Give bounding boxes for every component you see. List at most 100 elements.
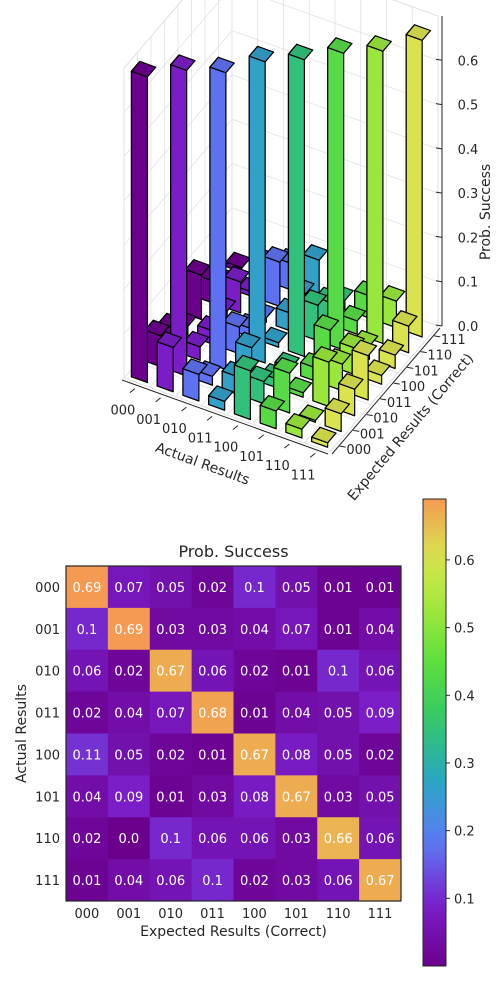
heatmap-y-tick-label: 101: [35, 790, 60, 805]
x-tick: [258, 434, 264, 440]
heatmap-cell: [107, 566, 151, 609]
x-axis-line: [121, 379, 329, 455]
heatmap-cell: [66, 691, 109, 734]
cell-value-label: 0.05: [114, 748, 143, 763]
cell-value-label: 0.01: [366, 581, 395, 596]
cell-value-label: 0.05: [324, 748, 353, 763]
heatmap-cell: [317, 649, 360, 693]
heatmap-cell: [359, 733, 402, 776]
cell-value-label: 0.66: [324, 832, 353, 847]
heatmap-cell: [107, 859, 151, 902]
heatmap-cell: [317, 733, 360, 776]
bar-face: [184, 268, 203, 321]
heatmap-cell: [149, 817, 193, 860]
heatmap-cell: [317, 607, 360, 651]
y-tick: [380, 398, 387, 401]
x-tick-label: 111: [291, 468, 316, 483]
x-tick-label: 001: [136, 413, 161, 428]
bar-face: [130, 70, 149, 384]
bar-face: [222, 311, 249, 328]
bar-face: [248, 55, 266, 364]
cell-value-label: 0.06: [156, 874, 185, 889]
heatmap-cell: [191, 691, 234, 734]
heatmap-cell: [66, 817, 109, 860]
heatmap-cell: [359, 691, 402, 734]
bar-face: [286, 376, 313, 394]
heatmap-cells: 0.69 0.07 0.05 0.02 0.1 0.05 0.01 0.01 0.1 0.69 0.…: [66, 566, 402, 902]
cell-value-label: 0.02: [240, 665, 269, 680]
heatmap-cell: [359, 775, 402, 818]
colorbar-tick-label: 0.2: [454, 825, 475, 840]
bar-010-010: [209, 56, 235, 371]
bar-111-000: [311, 426, 337, 448]
cell-value-label: 0.05: [282, 581, 311, 596]
bar-face: [209, 66, 227, 371]
cell-value-label: 0.06: [366, 832, 395, 847]
x-tick: [284, 443, 290, 449]
y-tick-label: 110: [427, 349, 452, 364]
y-tick-label: 100: [400, 380, 425, 395]
heatmap-x-axis-label: Expected Results (Correct): [140, 924, 327, 940]
z-tick: [435, 58, 443, 61]
cell-value-label: 0.67: [366, 874, 395, 889]
cell-value-label: 0.01: [198, 748, 227, 763]
bar-face: [301, 289, 327, 306]
y-tick-label: 001: [360, 427, 385, 442]
heatmap-cell: [66, 775, 109, 818]
heatmap-y-axis-label: Actual Results: [14, 684, 30, 783]
heatmap-cell: [359, 817, 402, 860]
cell-value-label: 0.04: [114, 874, 143, 889]
heatmap-y-tick-label: 110: [35, 832, 60, 847]
x-tick: [181, 406, 187, 412]
heatmap-y-tick-label: 000: [35, 581, 60, 596]
heatmap-cell: [191, 775, 234, 818]
cell-value-label: 0.01: [72, 874, 101, 889]
cell-value-label: 0.06: [198, 832, 227, 847]
heatmap-cell: [233, 691, 276, 734]
cell-value-label: 0.05: [324, 707, 353, 722]
bar-face: [208, 385, 234, 402]
z-tick-label: 0.2: [458, 231, 479, 246]
bar-face: [287, 53, 306, 358]
cell-value-label: 0.07: [156, 707, 185, 722]
cell-value-label: 0.1: [77, 623, 98, 638]
bar-face: [366, 44, 384, 345]
bar-face: [233, 364, 252, 421]
z-tick: [435, 235, 443, 238]
cell-value-label: 0.06: [72, 665, 101, 680]
bar-111-111: [405, 24, 432, 338]
x-tick: [309, 452, 316, 458]
heatmap-cell: [317, 775, 360, 818]
cell-value-label: 0.07: [114, 581, 143, 596]
heatmap-x-tick-label: 011: [200, 907, 225, 922]
cell-value-label: 0.02: [156, 748, 185, 763]
x-tick: [206, 415, 213, 421]
bar-face: [235, 331, 261, 349]
heatmap-cell: [107, 775, 151, 818]
bar-000-001: [144, 319, 170, 368]
z-tick: [435, 147, 443, 150]
y-tick: [366, 414, 373, 417]
heatmap-cell: [149, 691, 193, 734]
heatmap-cell: [191, 733, 234, 776]
heatmap-x-tick-label: 100: [242, 907, 267, 922]
y-tick: [420, 351, 427, 354]
cell-value-label: 0.01: [324, 581, 353, 596]
cell-value-label: 0.02: [366, 748, 395, 763]
heatmap-cell: [317, 817, 360, 860]
cell-value-label: 0.08: [282, 748, 311, 763]
bar-face: [351, 339, 378, 357]
x-tick-label: 110: [265, 459, 290, 474]
cell-value-label: 0.03: [198, 790, 227, 805]
cell-value-label: 0.1: [202, 874, 223, 889]
heatmap-y-tick-label: 100: [35, 748, 60, 763]
cell-value-label: 0.69: [114, 623, 143, 638]
cell-value-label: 0.67: [240, 748, 269, 763]
heatmap-cell: [191, 607, 234, 651]
heatmap-cell: [317, 859, 360, 902]
bar-face: [183, 330, 210, 348]
bar-111-001: [324, 397, 351, 433]
heatmap-ticks: 000 001 010 011 100 101 110 111 000 001 010 011 100 1…: [35, 581, 392, 922]
z-tick-label: 0.6: [458, 54, 479, 69]
x-tick: [155, 397, 161, 403]
